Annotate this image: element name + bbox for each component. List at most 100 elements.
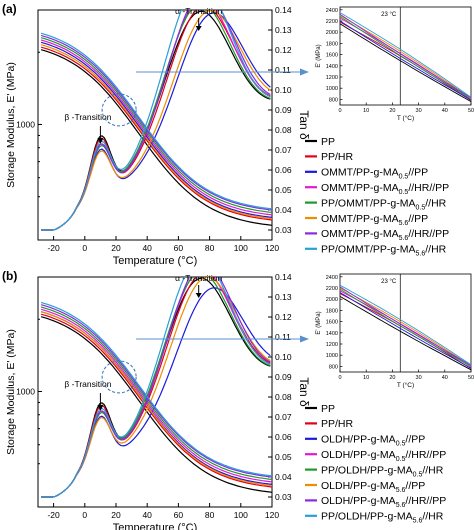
inset-y-tick-label: 1400 bbox=[326, 64, 338, 70]
inset-marker-label: 23 °C bbox=[381, 279, 397, 285]
y2-tick-label: 0.11 bbox=[275, 65, 291, 75]
legend-text: PP/OMMT/PP-g-MA bbox=[321, 197, 416, 209]
x-tick-label: 100 bbox=[234, 510, 248, 520]
legend-text-suffix: //HR bbox=[422, 511, 443, 523]
y2-tick-label: 0.10 bbox=[275, 352, 292, 362]
modulus-curve bbox=[40, 49, 272, 226]
y2-tick-label: 0.11 bbox=[275, 332, 291, 342]
legend-text: PP/HR bbox=[321, 151, 354, 163]
inset-curve bbox=[339, 287, 472, 367]
alpha-transition-label: α -Transition bbox=[175, 273, 222, 283]
x-tick-label: 20 bbox=[111, 510, 121, 520]
zoom-arrowhead bbox=[300, 335, 309, 343]
legend-subscript: 0.5 bbox=[399, 189, 409, 196]
legend-text: OLDH/PP-g-MA bbox=[321, 480, 396, 492]
inset-y-tick-label: 2200 bbox=[326, 19, 338, 25]
legend-entry: PP/OLDH/PP-g-MA0.5//HR bbox=[321, 464, 444, 478]
modulus-curve bbox=[40, 39, 272, 216]
inset-curve bbox=[339, 292, 472, 369]
modulus-curve bbox=[40, 37, 272, 213]
legend-text-suffix: //HR bbox=[425, 244, 446, 256]
modulus-curve bbox=[40, 306, 272, 480]
legend-entry: PP/HR bbox=[321, 151, 354, 163]
inset-x-label: T (°C) bbox=[397, 114, 414, 122]
y2-tick-label: 0.09 bbox=[275, 372, 292, 382]
inset-x-tick-label: 40 bbox=[442, 375, 448, 381]
tan-delta-curve bbox=[41, 10, 271, 231]
legend-entry: PP bbox=[321, 136, 335, 148]
alpha-transition-label: α -Transition bbox=[175, 6, 222, 16]
legend-entry: OMMT/PP-g-MA0.5//HR//PP bbox=[321, 182, 449, 196]
highlight-ellipse bbox=[101, 360, 137, 394]
legend-subscript: 5.6 bbox=[399, 220, 409, 227]
legend-text-suffix: //PP bbox=[408, 213, 428, 225]
modulus-curve bbox=[40, 311, 272, 487]
inset-y-tick-label: 1200 bbox=[326, 342, 338, 348]
plot-frame bbox=[37, 9, 273, 241]
legend-subscript: 5.6 bbox=[416, 251, 426, 258]
inset-curve bbox=[339, 13, 472, 99]
x-tick-label: 40 bbox=[142, 243, 152, 253]
inset-x-tick-label: 10 bbox=[363, 375, 369, 381]
inset-y-tick-label: 1000 bbox=[326, 86, 338, 92]
inset-y-label: E' (MPa) bbox=[316, 311, 322, 334]
tan-delta-curve bbox=[41, 277, 271, 498]
legend-text: PP/OMMT/PP-g-MA bbox=[321, 244, 416, 256]
y2-tick-label: 0.08 bbox=[275, 125, 292, 135]
modulus-curve bbox=[40, 308, 272, 483]
y2-tick-label: 0.07 bbox=[275, 412, 292, 422]
modulus-curve bbox=[40, 46, 272, 221]
legend-text-suffix: //HR//PP bbox=[408, 228, 449, 240]
modulus-curve bbox=[40, 32, 272, 210]
series-group bbox=[40, 10, 272, 231]
inset-x-tick-label: 30 bbox=[416, 375, 422, 381]
y-axis-label: Storage Modulus, E' (MPa) bbox=[5, 329, 17, 455]
inset-marker-label: 23 °C bbox=[381, 12, 397, 18]
inset-y-tick-label: 1600 bbox=[326, 53, 338, 59]
inset-y-tick-label: 1200 bbox=[326, 75, 338, 81]
inset-x-tick-label: 40 bbox=[442, 108, 448, 114]
legend-subscript: 0.5 bbox=[416, 204, 426, 211]
x-tick-label: 80 bbox=[205, 243, 215, 253]
legend-text-suffix: //PP bbox=[408, 167, 428, 179]
alpha-arrowhead bbox=[195, 293, 202, 298]
y2-tick-label: 0.06 bbox=[275, 432, 292, 442]
y2-tick-label: 0.04 bbox=[275, 205, 292, 215]
inset-curve bbox=[339, 23, 472, 102]
modulus-curve bbox=[40, 313, 272, 488]
legend-entry: OLDH/PP-g-MA0.5//HR//PP bbox=[321, 449, 446, 463]
legend-text: PP bbox=[321, 136, 335, 148]
y2-tick-label: 0.04 bbox=[275, 472, 292, 482]
highlight-ellipse bbox=[101, 93, 137, 127]
beta-transition-label: β -Transition bbox=[64, 379, 111, 389]
y2-tick-label: 0.13 bbox=[275, 25, 292, 35]
y2-tick-label: 0.09 bbox=[275, 105, 292, 115]
legend-entry: OLDH/PP-g-MA0.5//PP bbox=[321, 434, 425, 448]
inset: 0 10 20 30 40 50 800 1000 1200 1400 1600 1800 2000 22… bbox=[316, 6, 474, 122]
inset-x-label: T (°C) bbox=[397, 381, 414, 389]
inset-y-tick-label: 1600 bbox=[326, 320, 338, 326]
inset-curve bbox=[339, 288, 472, 367]
x-tick-label: 60 bbox=[174, 243, 184, 253]
y-tick-label: 1000 bbox=[16, 119, 35, 129]
y2-tick-label: 0.05 bbox=[275, 452, 292, 462]
inset-x-tick-label: 20 bbox=[389, 375, 395, 381]
plot-frame bbox=[37, 276, 273, 508]
legend-text: OMMT/PP-g-MA bbox=[321, 167, 399, 179]
x-tick-label: 60 bbox=[174, 510, 184, 520]
inset-y-tick-label: 1800 bbox=[326, 41, 338, 47]
legend-text-suffix: //HR//PP bbox=[405, 449, 446, 461]
inset-curve bbox=[339, 12, 472, 98]
y2-tick-label: 0.05 bbox=[275, 185, 292, 195]
legend-entry: OMMT/PP-g-MA5.6//PP bbox=[321, 213, 428, 227]
legend-text: OMMT/PP-g-MA bbox=[321, 228, 399, 240]
y2-tick-label: 0.08 bbox=[275, 392, 292, 402]
inset-y-tick-label: 2400 bbox=[326, 275, 338, 281]
legend-text: OLDH/PP-g-MA bbox=[321, 434, 396, 446]
legend-text: OLDH/PP-g-MA bbox=[321, 495, 396, 507]
beta-arrowhead bbox=[97, 405, 104, 411]
inset-y-tick-label: 800 bbox=[329, 364, 338, 370]
inset-x-tick-label: 0 bbox=[338, 375, 341, 381]
